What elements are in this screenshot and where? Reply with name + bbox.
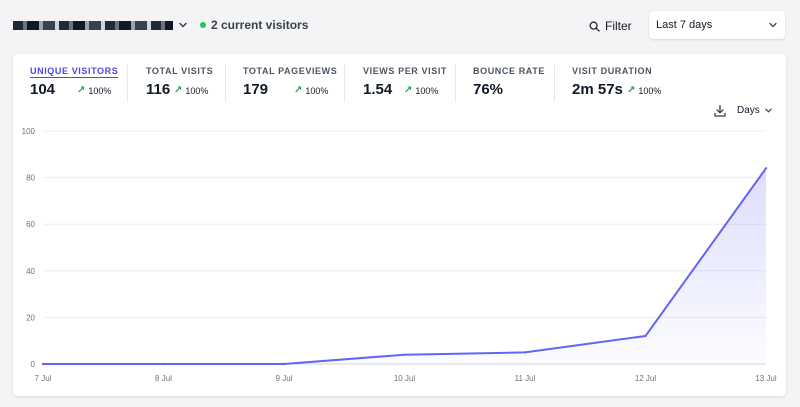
current-visitors-text: 2 current visitors <box>211 18 309 32</box>
stat-value: 76% <box>473 81 504 98</box>
stat-label: BOUNCE RATE <box>473 66 545 76</box>
stat-change: ↗ 100% <box>77 85 111 96</box>
stat-label: UNIQUE VISITORS <box>30 66 119 78</box>
arrow-up-icon: ↗ <box>627 85 636 96</box>
x-tick-label: 10 Jul <box>394 374 416 383</box>
data-point[interactable] <box>644 334 647 338</box>
stats-card: UNIQUE VISITORS 104 ↗ 100% TOTAL VISITS 1… <box>13 54 786 396</box>
stat-value: 1.54 <box>363 81 393 98</box>
period-select[interactable]: Last 7 days <box>649 11 785 39</box>
y-tick-label: 60 <box>26 220 35 229</box>
stat-label: VISIT DURATION <box>572 66 653 76</box>
site-selector[interactable] <box>13 17 173 33</box>
data-point[interactable] <box>403 353 406 356</box>
current-visitors[interactable]: 2 current visitors <box>200 18 308 32</box>
divider <box>225 65 226 102</box>
stat-change-value: 100% <box>638 85 662 96</box>
stat-label: TOTAL VISITS <box>146 66 214 76</box>
arrow-up-icon: ↗ <box>404 85 413 96</box>
data-point[interactable] <box>282 362 286 366</box>
data-point[interactable] <box>523 351 527 354</box>
stat-unique-visitors[interactable]: UNIQUE VISITORS 104 ↗ 100% <box>30 66 119 102</box>
search-icon <box>589 21 600 32</box>
redacted-site-name <box>13 20 173 30</box>
x-tick-label: 7 Jul <box>35 374 52 383</box>
live-dot-icon <box>200 22 206 28</box>
y-tick-label: 0 <box>31 360 36 369</box>
data-point[interactable] <box>764 167 768 170</box>
stat-total-pageviews[interactable]: TOTAL PAGEVIEWS 179 ↗ 100% <box>243 66 337 102</box>
arrow-up-icon: ↗ <box>294 85 303 96</box>
stat-value: 104 <box>30 81 56 98</box>
y-tick-label: 80 <box>26 174 35 183</box>
chevron-down-icon[interactable] <box>177 19 189 31</box>
data-point[interactable] <box>162 362 165 366</box>
stat-change-value: 100% <box>88 85 112 96</box>
interval-select[interactable]: Days <box>737 105 773 116</box>
stat-visit-duration[interactable]: VISIT DURATION 2m 57s ↗ 100% <box>572 66 661 102</box>
top-bar: 2 current visitors Filter Last 7 days <box>0 0 800 52</box>
x-tick-label: 8 Jul <box>155 374 172 383</box>
stat-label: VIEWS PER VISIT <box>363 66 448 76</box>
y-tick-label: 20 <box>26 313 35 322</box>
x-tick-label: 11 Jul <box>515 374 536 383</box>
stat-change-value: 100% <box>415 85 439 96</box>
y-tick-label: 40 <box>26 267 35 276</box>
series-area <box>43 168 766 364</box>
y-tick-label: 100 <box>22 127 36 136</box>
stat-change: ↗ 100% <box>404 85 438 96</box>
divider <box>455 65 456 102</box>
divider <box>554 65 555 102</box>
divider <box>344 65 345 102</box>
stat-total-visits[interactable]: TOTAL VISITS 116 ↗ 100% <box>146 66 213 102</box>
filter-button[interactable]: Filter <box>589 17 632 35</box>
x-tick-label: 13 Jul <box>755 374 777 383</box>
data-point[interactable] <box>41 362 45 366</box>
stat-bounce-rate[interactable]: BOUNCE RATE 76% <box>473 66 545 102</box>
stat-label: TOTAL PAGEVIEWS <box>243 66 338 76</box>
visitors-chart: 0 20 40 60 80 100 7 Jul 8 Jul 9 Jul 10 Jul 11 Jul 1… <box>22 127 777 383</box>
arrow-up-icon: ↗ <box>174 85 183 96</box>
stat-views-per-visit[interactable]: VIEWS PER VISIT 1.54 ↗ 100% <box>363 66 447 102</box>
chevron-down-icon <box>765 108 772 113</box>
stat-change: ↗ 100% <box>627 85 661 96</box>
download-icon[interactable] <box>713 104 727 118</box>
stat-change-value: 100% <box>185 85 209 96</box>
stat-change-value: 100% <box>305 85 329 96</box>
stat-change: ↗ 100% <box>174 85 208 96</box>
stat-value: 2m 57s <box>572 81 623 98</box>
arrow-up-icon: ↗ <box>77 85 86 96</box>
interval-label: Days <box>737 105 760 116</box>
stat-value: 179 <box>243 81 269 98</box>
stat-value: 116 <box>146 81 171 98</box>
x-tick-label: 9 Jul <box>276 374 293 383</box>
stat-change: ↗ 100% <box>294 85 328 96</box>
divider <box>127 65 128 102</box>
chevron-down-icon <box>769 22 777 28</box>
x-tick-label: 12 Jul <box>635 374 657 383</box>
filter-label: Filter <box>605 19 632 33</box>
period-label: Last 7 days <box>656 19 713 31</box>
